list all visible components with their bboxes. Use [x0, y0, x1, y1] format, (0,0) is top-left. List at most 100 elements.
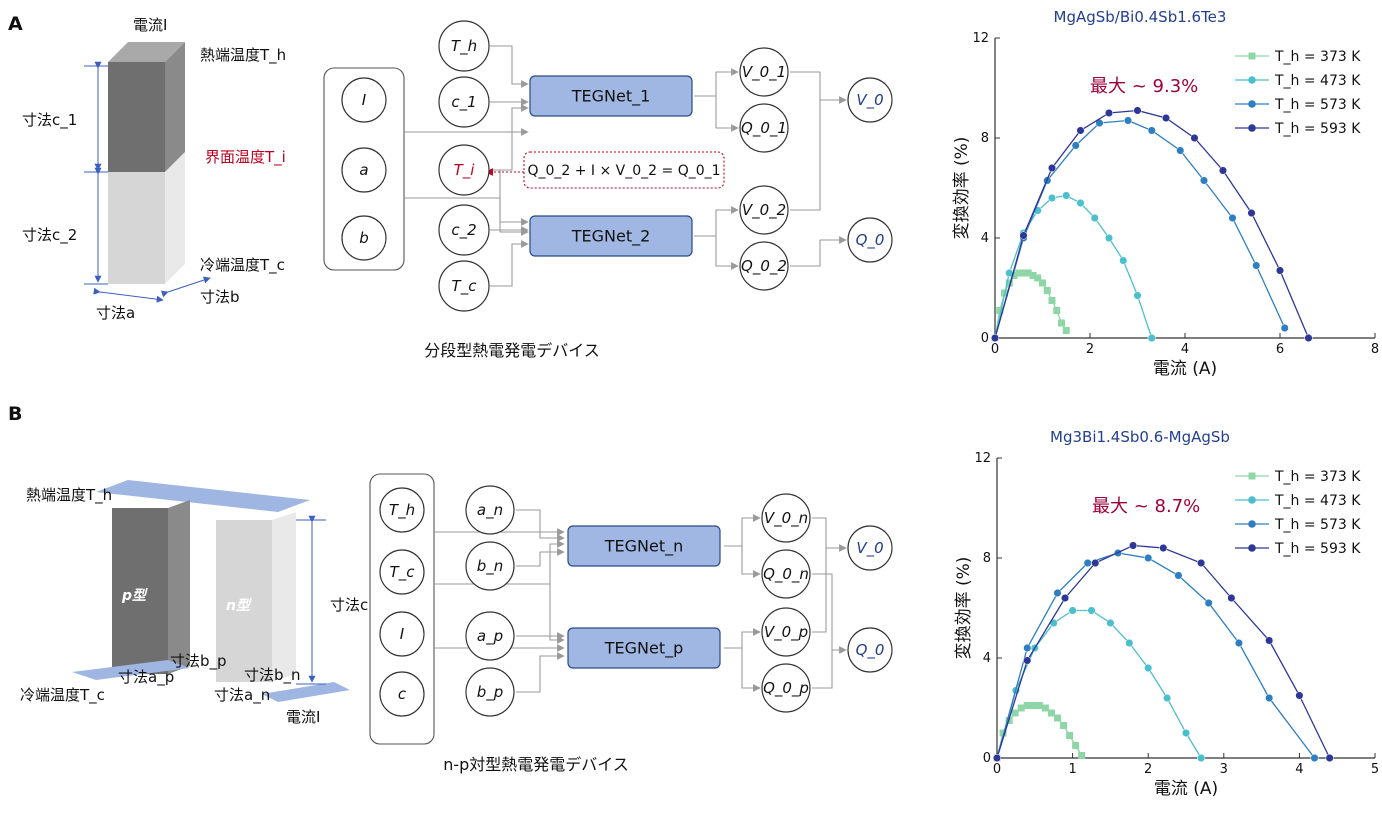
data-point: [1047, 163, 1057, 173]
legend-label: T_h = 373 K: [1274, 49, 1361, 65]
input-label-Tc-b: T_c: [390, 563, 416, 582]
input-node-a: [341, 147, 387, 193]
label-size-c: 寸法c: [330, 596, 368, 614]
legend-marker: [1248, 76, 1256, 84]
node-label-V0-a: V_0: [856, 91, 883, 110]
dimension-lines-a: [84, 61, 211, 303]
series-line: [996, 552, 1316, 759]
tegnet-n-box: [567, 525, 721, 567]
data-point: [1047, 193, 1057, 203]
data-point: [1125, 638, 1134, 648]
node-label-Q0p: Q_0_p: [763, 679, 809, 698]
label-p-type: p型: [121, 588, 148, 604]
data-point: [1133, 106, 1142, 115]
x-tick-label: 2: [1144, 762, 1152, 777]
max-efficiency-annotation: 最大 ~ 9.3%: [1090, 76, 1198, 97]
data-point: [1048, 297, 1056, 304]
input-label-Th-b: T_h: [389, 501, 415, 520]
tegnet-n-label: TEGNet_n: [604, 537, 684, 557]
x-tick-label: 1: [1068, 762, 1076, 777]
network-b: T_h T_c I c a_n b_n a_p b_p TEGNet_n TEG…: [369, 473, 893, 745]
data-point: [1325, 753, 1334, 763]
node-V0-a: [847, 77, 893, 123]
tegnet-p-label: TEGNet_p: [604, 639, 684, 659]
input-group-b: [369, 473, 435, 745]
input-node-I: [341, 77, 387, 123]
node-label-ap: a_p: [477, 627, 503, 646]
data-point: [1062, 191, 1071, 200]
data-point: [1034, 274, 1042, 282]
data-point: [1197, 753, 1206, 763]
node-c2: [438, 204, 490, 256]
label-hot-temp-a: 熱端温度T_h: [200, 46, 286, 65]
label-size-bp: 寸法b_p: [170, 652, 227, 671]
tegnet-1-label: TEGNet_1: [571, 87, 651, 107]
x-tick-label: 4: [1181, 342, 1189, 357]
label-current-a: 電流I: [133, 16, 167, 34]
data-point: [1005, 279, 1013, 287]
data-point: [1295, 691, 1304, 700]
node-label-Q0-b: Q_0: [856, 641, 885, 660]
node-bn: [465, 541, 515, 591]
y-tick-label: 8: [983, 551, 991, 566]
node-label-bn: b_n: [477, 557, 504, 576]
data-point: [1123, 116, 1133, 125]
data-point: [999, 729, 1007, 737]
label-size-c2: 寸法c_2: [22, 226, 77, 245]
input-node-Tc-b: [379, 549, 425, 595]
label-current-b: 電流I: [286, 708, 320, 726]
data-point: [1144, 663, 1153, 673]
input-label-I: I: [362, 91, 367, 109]
legend-marker: [1248, 52, 1256, 60]
data-point: [1023, 702, 1031, 709]
data-point: [1023, 656, 1032, 665]
data-point: [1010, 272, 1018, 279]
data-point: [1053, 307, 1061, 314]
node-label-V0p: V_0_p: [764, 623, 808, 642]
data-point: [1190, 133, 1199, 143]
node-c1: [438, 76, 490, 128]
tegnet-2-label: TEGNet_2: [571, 227, 651, 247]
data-point: [1019, 231, 1028, 240]
data-point: [1058, 319, 1065, 327]
chart-title: MgAgSb/Bi0.4Sb1.6Te3: [1054, 8, 1227, 26]
caption-b: n-p対型熱電発電デバイス: [443, 755, 629, 774]
y-tick-label: 4: [983, 651, 991, 666]
node-Ti: [438, 144, 490, 196]
segmented-leg: [108, 42, 185, 284]
data-point: [1234, 638, 1243, 648]
data-point: [1265, 636, 1274, 645]
panel-label-a: A: [8, 13, 23, 35]
data-point: [990, 333, 1000, 343]
legend-label: T_h = 473 K: [1274, 493, 1361, 509]
data-point: [992, 753, 1002, 763]
node-label-Q01: Q_0_1: [741, 119, 787, 138]
data-point: [1024, 269, 1032, 277]
label-size-ap: 寸法a_p: [118, 668, 174, 687]
node-Q0p: [761, 663, 811, 713]
series-line: [994, 109, 1310, 339]
x-tick-label: 6: [1276, 342, 1284, 357]
chart-title: Mg3Bi1.4Sb0.6-MgAgSb: [1050, 428, 1230, 446]
data-point: [1087, 606, 1096, 615]
data-point: [1068, 606, 1077, 615]
data-point: [1104, 233, 1114, 243]
label-size-a: 寸法a: [96, 304, 135, 322]
node-Q01: [739, 103, 789, 153]
input-label-a: a: [359, 161, 368, 179]
node-V0n: [761, 493, 811, 543]
data-point: [1252, 261, 1261, 270]
data-point: [1071, 141, 1080, 150]
panel-label-b: B: [8, 403, 22, 425]
data-point: [1039, 279, 1046, 287]
x-tick-label: 4: [1295, 762, 1303, 777]
node-Tc-a: [438, 260, 490, 312]
data-point: [1035, 702, 1043, 709]
node-label-V0n: V_0_n: [764, 509, 808, 528]
data-point: [1204, 598, 1213, 608]
input-node-b: [341, 215, 387, 261]
label-cold-temp-a: 冷端温度T_c: [200, 256, 285, 275]
x-axis-title: 電流 (A): [1154, 779, 1218, 799]
